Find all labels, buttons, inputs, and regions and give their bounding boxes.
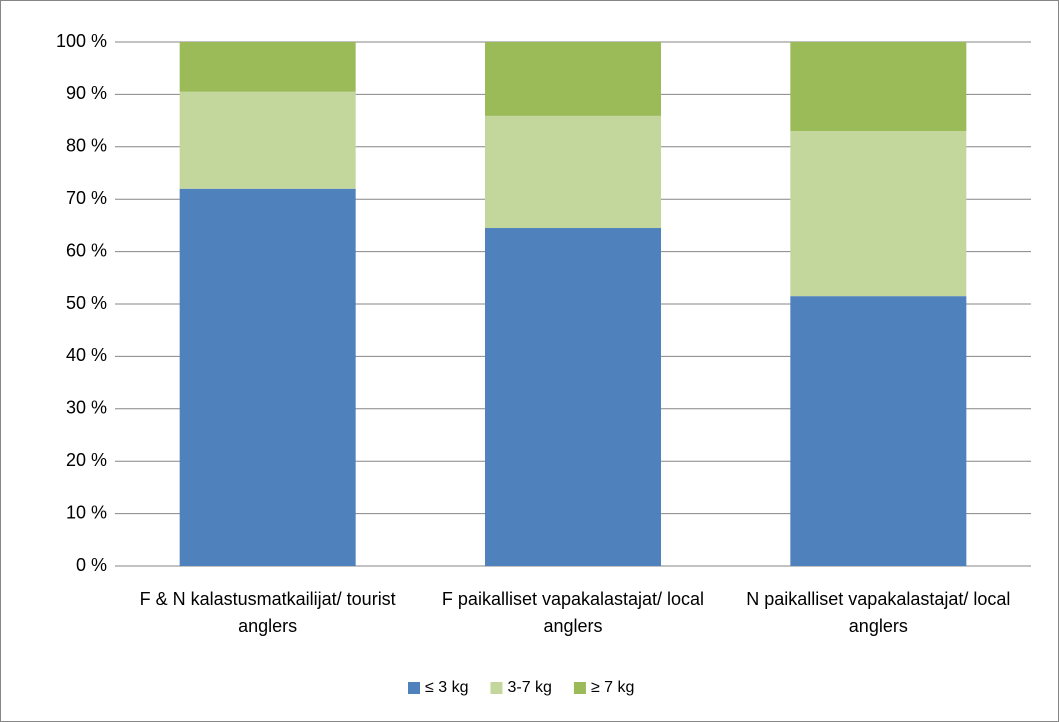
y-tick-label: 80 %: [66, 136, 107, 156]
bar-segment: [179, 42, 356, 92]
y-tick-label: 20 %: [66, 450, 107, 470]
legend-label: 3-7 kg: [507, 679, 551, 696]
x-tick-label: F paikalliset vapakalastajat/ local angl…: [441, 589, 705, 636]
bar-segment: [179, 188, 356, 566]
y-tick-label: 50 %: [66, 293, 107, 313]
x-tick-label: N paikalliset vapakalastajat/ local angl…: [746, 589, 1011, 636]
legend-swatch: [573, 682, 586, 694]
y-tick-label: 0 %: [76, 555, 107, 575]
bar-segment: [485, 115, 661, 229]
bar-segment: [790, 131, 967, 297]
y-tick-label: 90 %: [66, 83, 107, 103]
legend-swatch: [408, 682, 420, 694]
y-tick-label: 70 %: [66, 188, 107, 208]
bar-segment: [485, 42, 661, 116]
legend-label: ≤ 3 kg: [425, 679, 468, 696]
y-tick-label: 100 %: [56, 31, 107, 51]
legend-label: ≥ 7 kg: [591, 679, 634, 696]
y-tick-label: 30 %: [66, 398, 107, 418]
x-tick-label: F & N kalastusmatkailijat/ tourist angle…: [139, 589, 396, 636]
bar-segment: [179, 91, 356, 189]
y-tick-label: 60 %: [66, 240, 107, 260]
bar-segment: [790, 296, 967, 566]
bar-segment: [790, 42, 967, 132]
y-tick-label: 10 %: [66, 502, 107, 522]
y-tick-label: 40 %: [66, 345, 107, 365]
bar-segment: [485, 228, 661, 566]
legend-swatch: [490, 682, 503, 694]
